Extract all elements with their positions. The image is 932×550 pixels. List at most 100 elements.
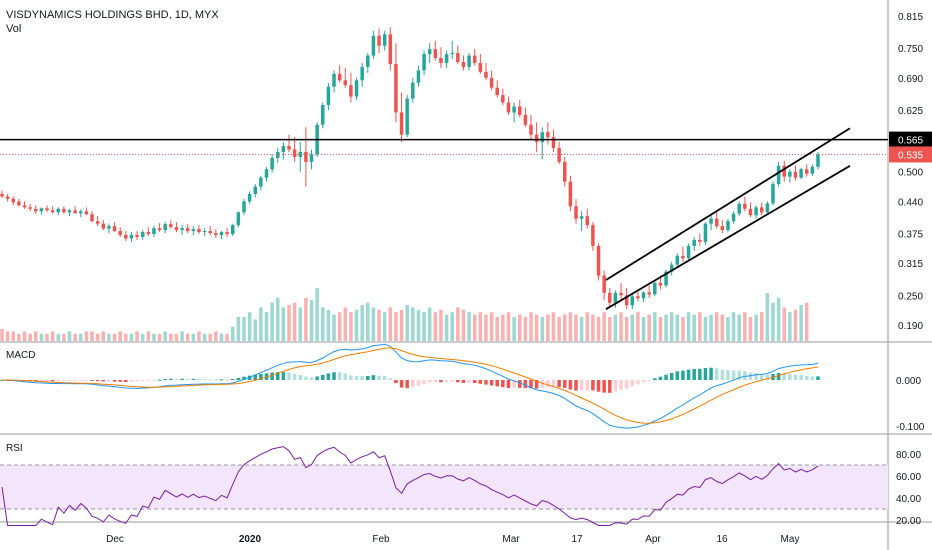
volume-bar [703,317,708,341]
volume-bar [371,307,376,341]
macd-histogram-bar [270,372,274,380]
candle-body [664,271,668,286]
candle-body [146,232,151,235]
volume-bar [225,333,229,341]
volume-bar [675,314,680,341]
resistance-price-label: 0.565 [898,136,923,147]
volume-bar [343,307,348,341]
resistance-price-tag [889,131,932,148]
axes: 0.815 0.750 0.690 0.625 0.565 0.500 0.440 0.375… [106,12,932,545]
volume-bar [630,314,635,341]
volume-bar [135,331,139,341]
volume-bar [287,305,291,341]
candle-body [546,132,550,138]
candle-body [591,225,595,246]
candle-body [169,224,173,228]
macd-histogram-bar [501,380,505,388]
candle-body [512,106,516,113]
macd-histogram-bar [107,380,111,382]
candle-body [140,232,145,237]
volume-bar [596,317,601,341]
candle-body [382,34,387,46]
time-tick-label: Mar [502,534,520,545]
candle-body [726,221,730,231]
candle-body [810,166,815,174]
macd-histogram-bar [703,368,708,380]
macd-histogram-bar [439,380,443,383]
volume-bar [624,317,629,341]
macd-histogram-bar [534,380,539,389]
macd-histogram-bar [495,380,499,387]
volume-bar [534,314,539,341]
macd-histogram-bar [653,378,657,380]
macd-histogram-bar [698,368,702,380]
macd-histogram-bar [799,375,803,380]
macd-histogram-bar [185,378,190,380]
volume-bar [281,307,286,341]
macd-histogram-bar [388,378,393,380]
macd-histogram-bar [157,379,162,381]
candle-body [557,148,561,162]
price-tick-label: 0.500 [898,168,923,179]
macd-histogram-bar [349,375,353,380]
volume-bar [197,331,201,341]
volume-bar [247,312,252,341]
volume-bar [501,314,505,341]
macd-histogram-bar [230,378,235,380]
volume-bar [427,307,432,341]
macd-histogram-bar [709,367,713,380]
volume-bar [579,317,584,341]
candle-body [636,296,640,299]
macd-histogram-bar [512,380,516,388]
macd-histogram-bar [382,375,387,380]
volume-bar [315,288,319,341]
candle-body [95,221,100,224]
volume-bar [28,333,32,341]
volume-label: Vol [6,23,21,35]
candle-body [422,54,426,71]
volume-bar [720,314,725,341]
candle-body [337,73,342,81]
volume-bar [309,300,314,341]
candle-body [782,165,786,177]
macd-histogram-bar [782,373,786,380]
candle-body [759,207,764,213]
price-tick-label: 0.250 [898,291,923,302]
candle-body [540,132,544,143]
macd-histogram-bar [135,380,139,382]
volume-bar [647,314,651,341]
macd-histogram-bar [169,378,173,380]
volume-bar [360,305,364,341]
time-tick-label: 2020 [239,534,262,545]
candle-body [214,233,218,236]
volume-bar [681,317,685,341]
macd-histogram-bar [461,380,466,383]
macd-histogram-bar [140,380,145,382]
candle-body [534,134,539,143]
volume-bar [765,293,770,341]
volume-bar [298,307,303,341]
candle-body [281,146,286,152]
candle-body [731,213,736,222]
macd-histogram-bar [692,368,696,380]
volume-bar [377,309,381,341]
macd-histogram-bar [686,369,691,380]
macd-histogram-bar [405,380,409,389]
macd-histogram-bar [467,380,471,383]
candle-body [551,137,556,149]
volume-bar [208,333,212,341]
candle-body [343,80,348,86]
volume-bar [641,317,646,341]
candle-body [124,235,128,239]
candle-body [484,71,488,78]
candle-body [698,239,702,242]
candle-body [506,102,511,113]
candle-body [73,210,77,214]
volume-bar [574,314,578,341]
candle-body [67,210,72,213]
volume-bar [737,314,741,341]
candle-body [495,87,499,96]
volume-bar [726,317,730,341]
volume-bar [152,333,156,341]
macd-histogram-bar [95,380,100,382]
